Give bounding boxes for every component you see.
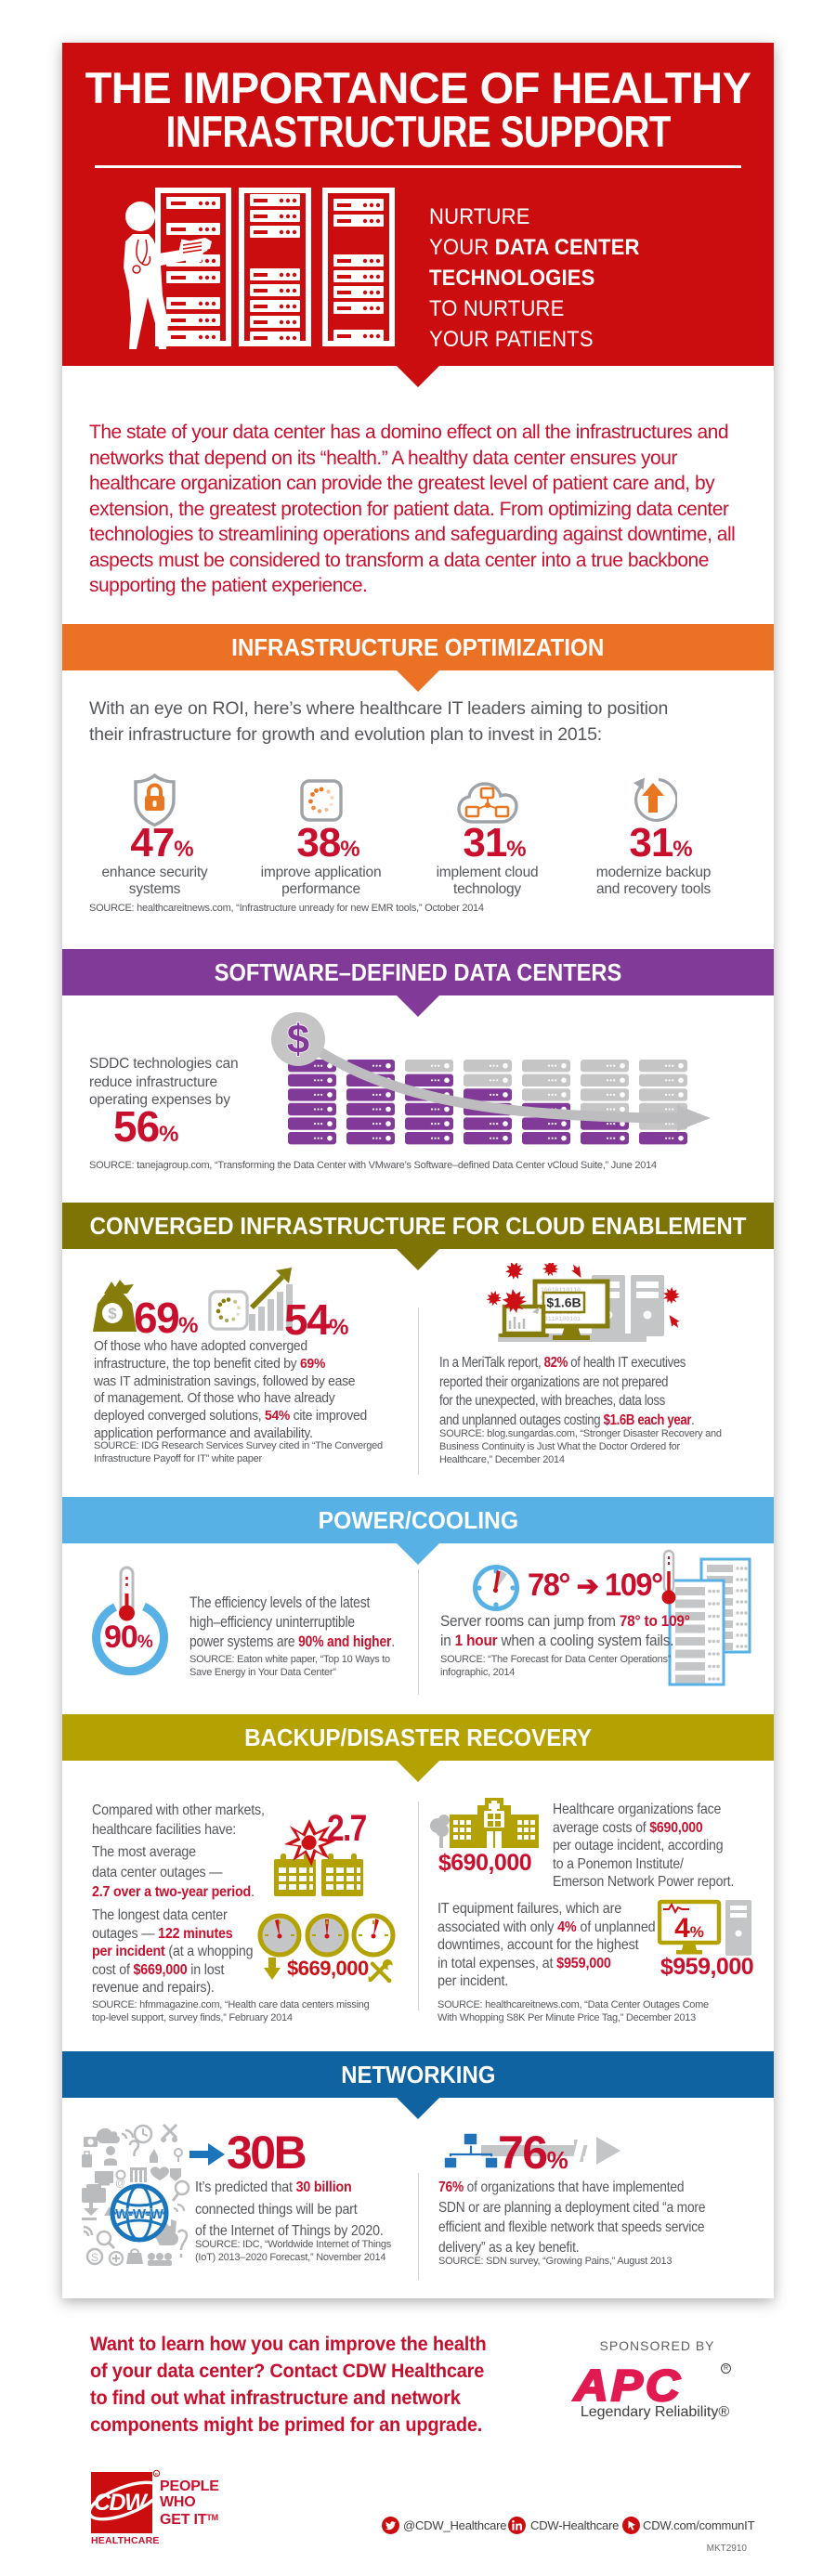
svg-text:$1.6B: $1.6B: [546, 1295, 581, 1310]
svg-text:10110100101: 10110100101: [541, 1316, 581, 1322]
svg-text:@: @: [115, 2178, 125, 2189]
svg-text:$: $: [287, 1017, 309, 1062]
svg-text:CDW: CDW: [94, 2490, 149, 2516]
svg-text:S: S: [91, 2251, 98, 2264]
svg-text:$: $: [108, 1305, 117, 1322]
svg-text:R: R: [155, 2472, 159, 2477]
svg-text:10010110110: 10010110110: [541, 1287, 581, 1294]
svg-text:W-W-W: W-W-W: [115, 2206, 164, 2222]
